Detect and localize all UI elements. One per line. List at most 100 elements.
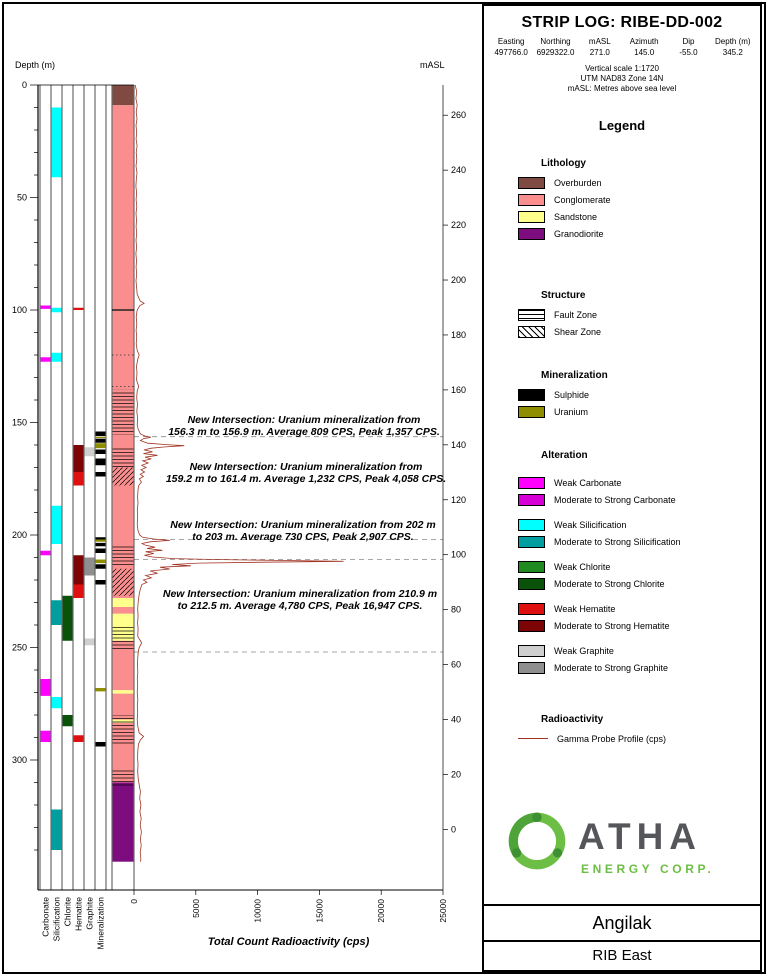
mineralization-interval-sulphide	[95, 542, 106, 547]
legend-section-alteration: Alteration Weak Carbonate Moderate to Str…	[484, 450, 760, 684]
annotation-line: to 212.5 m. Average 4,780 CPS, Peak 16,9…	[177, 600, 423, 612]
mineralization-interval-uranium	[95, 443, 106, 449]
legend-label: Gamma Probe Profile (cps)	[557, 733, 667, 744]
alteration-interval-chlorite	[62, 715, 73, 727]
legend-section-mineralization: Mineralization Sulphide Uranium	[484, 370, 760, 420]
legend-label: Moderate to Strong Chlorite	[554, 578, 665, 589]
legend-color-swatch	[518, 476, 545, 489]
mineralization-interval-sulphide	[95, 742, 106, 747]
legend-color-swatch	[518, 325, 545, 338]
legend-section-radioactivity: Radioactivity Gamma Probe Profile (cps)	[484, 714, 760, 747]
annotation-line: 156.3 m to 156.9 m. Average 809 CPS, Pea…	[168, 426, 440, 438]
masl-tick-label: 260	[451, 110, 466, 120]
annotation-intersection-4: New Intersection: Uranium mineralization…	[150, 588, 450, 612]
project-name: Angilak	[484, 906, 760, 942]
alteration-interval-hematite	[73, 584, 84, 598]
area-name: RIB East	[592, 947, 652, 964]
legend-label: Moderate to Strong Hematite	[554, 620, 670, 631]
gamma-tick-label: 20000	[376, 899, 386, 923]
alteration-interval-silicification	[51, 107, 62, 178]
gamma-trace	[134, 84, 344, 862]
annotation-intersection-2: New Intersection: Uranium mineralization…	[150, 461, 462, 485]
structure-zone-shear	[112, 467, 134, 486]
alteration-interval-silicification	[51, 352, 62, 362]
gamma-tick-label: 15000	[314, 899, 324, 923]
legend-label: Shear Zone	[554, 326, 602, 337]
legend-item-alteration-strong: Moderate to Strong Hematite	[484, 617, 760, 634]
mineralization-interval-uranium	[95, 559, 106, 564]
collar-field-label: Dip	[682, 37, 695, 46]
collar-field-masl: mASL 271.0	[578, 37, 622, 57]
legend-label: Weak Silicification	[554, 519, 627, 530]
collar-field-northing: Northing 6929322.0	[533, 37, 577, 57]
legend-head-lithology: Lithology	[541, 158, 586, 169]
annotation-line: 159.2 m to 161.4 m. Average 1,232 CPS, P…	[165, 473, 447, 485]
collar-field-label: Azimuth	[629, 37, 659, 46]
structure-zone-fault	[112, 769, 134, 787]
gamma-axis-title: Total Count Radioactivity (cps)	[207, 936, 370, 948]
annotation-line: New Intersection: Uranium mineralization…	[170, 519, 436, 531]
track-label: Silicification	[52, 897, 62, 942]
collar-field-dip: Dip -55.0	[666, 37, 710, 57]
legend-label: Overburden	[554, 177, 602, 188]
gamma-tick-label: 10000	[253, 899, 263, 923]
legend-head-radioactivity: Radioactivity	[541, 714, 604, 725]
title-block: Angilak RIB East	[484, 904, 760, 970]
legend-section-structure: Structure Fault Zone Shear Zone	[484, 290, 760, 340]
mineralization-interval-sulphide	[95, 472, 106, 477]
legend-item-lithology: Sandstone	[484, 208, 760, 225]
legend-item-mineralization: Uranium	[484, 403, 760, 420]
alteration-interval-carbonate	[40, 730, 51, 742]
mineralization-interval-uranium	[95, 436, 106, 439]
track-label: Chlorite	[63, 897, 73, 927]
masl-tick-label: 0	[451, 824, 456, 834]
collar-field-value: 345.2	[722, 48, 743, 57]
alteration-interval-carbonate	[40, 305, 51, 309]
legend-group-alteration: Weak Hematite Moderate to Strong Hematite	[484, 600, 760, 634]
depth-tick-label: 100	[12, 305, 27, 315]
collar-field-label: Northing	[540, 37, 571, 46]
mineralization-interval-uranium	[95, 688, 106, 692]
alteration-interval-hematite	[73, 307, 84, 310]
collar-field-value: 145.0	[634, 48, 655, 57]
masl-tick-label: 200	[451, 275, 466, 285]
depth-tick-label: 50	[17, 193, 27, 203]
legend-label: Uranium	[554, 406, 589, 417]
mineralization-interval-sulphide	[95, 431, 106, 436]
legend-item-structure: Fault Zone	[484, 306, 760, 323]
legend-color-swatch	[518, 193, 545, 206]
masl-tick-label: 100	[451, 550, 466, 560]
mineralization-interval-sulphide	[95, 458, 106, 466]
alteration-interval-silicification	[51, 697, 62, 709]
collar-field-label: Easting	[497, 37, 525, 46]
structure-zone-fault	[112, 546, 134, 567]
collar-field-label: Depth (m)	[715, 37, 751, 46]
annotation-intersection-1: New Intersection: Uranium mineralization…	[150, 414, 458, 438]
legend-color-swatch	[518, 577, 545, 590]
masl-tick-label: 20	[451, 769, 461, 779]
masl-tick-label: 160	[451, 385, 466, 395]
legend-item-alteration-strong: Moderate to Strong Silicification	[484, 533, 760, 550]
depth-tick-label: 250	[12, 643, 27, 653]
masl-tick-label: 80	[451, 605, 461, 615]
legend-color-swatch	[518, 210, 545, 223]
brand-name: ATHA	[578, 816, 703, 857]
collar-field-value: -55.0	[679, 48, 698, 57]
scale-notes: Vertical scale 1:1720 UTM NAD83 Zone 14N…	[484, 64, 760, 94]
depth-tick-label: 0	[22, 80, 27, 90]
strip-log-svg: 0501001502002503002602402202001801601401…	[12, 80, 466, 949]
legend-label: Weak Chlorite	[554, 561, 611, 572]
masl-tick-label: 40	[451, 714, 461, 724]
depth-tick-label: 150	[12, 418, 27, 428]
legend-color-swatch	[518, 308, 545, 321]
mineralization-interval-sulphide	[95, 564, 106, 569]
legend-label: Fault Zone	[554, 309, 598, 320]
legend-label: Sandstone	[554, 211, 598, 222]
alteration-interval-graphite	[84, 557, 95, 576]
collar-field-azimuth: Azimuth 145.0	[622, 37, 666, 57]
mineralization-interval-sulphide	[95, 438, 106, 443]
masl-tick-label: 240	[451, 165, 466, 175]
gamma-tick-label: 25000	[438, 899, 448, 923]
alteration-interval-hematite	[73, 472, 84, 486]
alteration-interval-carbonate	[40, 679, 51, 696]
